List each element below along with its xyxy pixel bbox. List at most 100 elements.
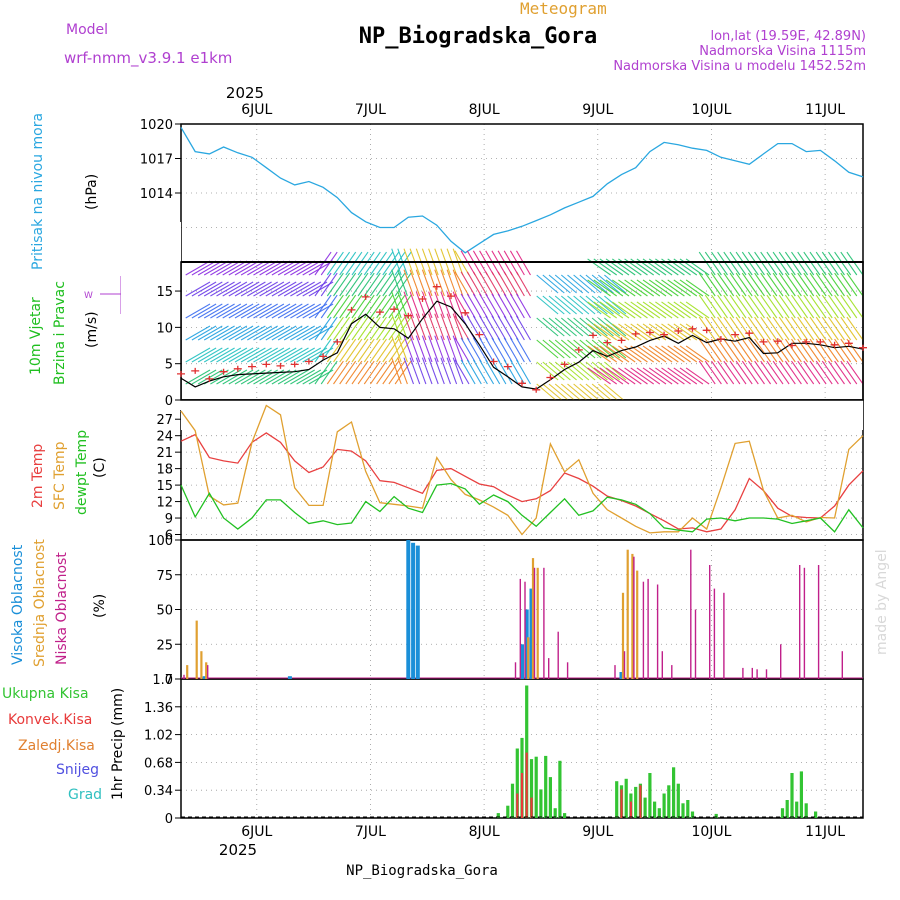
wind-arrow <box>821 251 839 276</box>
wind-arrow <box>479 359 495 385</box>
ytick-label: 0.34 <box>144 784 173 799</box>
wind-arrow <box>479 293 495 319</box>
wind-arrow <box>428 313 439 341</box>
wind-arrow <box>554 274 577 294</box>
wind-arrow <box>815 316 833 341</box>
wind-arrow <box>760 316 778 341</box>
precip-total-bar <box>563 813 567 818</box>
wind-arrow <box>382 251 400 276</box>
wind-arrow <box>290 260 315 276</box>
wind-obs-mark <box>276 362 285 369</box>
wind-arrow <box>479 315 495 341</box>
model-elevation-label: Nadmorska Visina u modelu 1452.52m <box>613 59 866 74</box>
wind-arrow <box>560 383 584 403</box>
wind-arrow <box>597 339 621 359</box>
wind-arrow <box>611 367 636 385</box>
cloud-high-bar <box>411 542 416 679</box>
wind-arrow <box>828 272 845 297</box>
wind-arrow <box>497 359 513 385</box>
wind-arrow <box>440 269 452 297</box>
wind-arrow <box>815 338 833 363</box>
wind-arrow <box>234 325 260 341</box>
wind-arrow <box>661 301 685 319</box>
wind-obs-mark <box>447 293 455 300</box>
wind-arrow <box>784 251 802 276</box>
wind-arrow <box>376 272 394 297</box>
cloud-mid-bar <box>536 567 539 679</box>
wind-obs-mark <box>745 330 754 337</box>
wind-arrow <box>472 337 488 363</box>
wind-arrow <box>828 338 845 363</box>
legend-hail: Grad <box>68 787 102 803</box>
legend-total-rain: Ukupna Kisa <box>2 686 89 702</box>
wind-arrow <box>491 315 507 341</box>
wind-arrow <box>648 367 673 385</box>
precip-total-bar <box>624 778 628 818</box>
wind-arrow <box>593 367 618 385</box>
cloud-mid-bar <box>186 665 189 679</box>
wind-arrow <box>747 338 765 363</box>
wind-arrow <box>197 260 223 276</box>
ytick-label: 50 <box>156 604 173 619</box>
wind-arrow <box>191 369 217 385</box>
cloud-mid-bar <box>636 570 639 679</box>
wind-obs-mark <box>788 342 796 349</box>
wind-arrow <box>296 369 322 385</box>
wind-arrow <box>711 338 728 363</box>
precip-total-bar <box>496 813 500 818</box>
wind-arrow <box>466 359 482 385</box>
wind-arrow <box>661 323 685 341</box>
wind-arrow <box>345 294 363 319</box>
pressure-unit-label: (hPa) <box>84 174 100 210</box>
wind-arrow <box>228 281 254 297</box>
precip-total-bar <box>506 805 510 818</box>
wind-arrow <box>240 281 266 297</box>
wind-arrow <box>497 293 513 319</box>
wind-arrow <box>611 301 636 319</box>
wind-arrow <box>655 367 679 385</box>
wind-arrow <box>803 316 821 341</box>
wind-arrow <box>265 260 291 276</box>
wind-arrow <box>314 338 332 363</box>
wind-arrow <box>723 272 741 297</box>
wind-arrow <box>679 323 704 341</box>
wind-arrow <box>604 295 627 315</box>
wind-arrow <box>434 335 445 363</box>
wind-arrow <box>630 367 655 385</box>
cloud-low-bar <box>713 588 716 679</box>
wind-arrow <box>434 313 445 341</box>
panel-precip: 0 0.34 0.68 1.02 1.36 1.7 <box>144 673 864 827</box>
wind-arrow <box>536 295 559 315</box>
mask-right <box>864 222 900 410</box>
wind-arrow <box>711 251 728 276</box>
wind-obs-mark <box>574 346 583 353</box>
wind-arrow <box>210 260 235 276</box>
wind-arrow <box>624 345 648 363</box>
wind-arrow <box>723 294 741 319</box>
wind-arrow <box>345 272 363 297</box>
wind-arrow <box>587 279 611 297</box>
wind-obs-mark <box>731 331 740 338</box>
wind-arrow <box>797 294 815 319</box>
wind-arrow <box>339 316 357 341</box>
wind-obs-mark <box>589 332 597 339</box>
wind-arrow <box>711 272 728 297</box>
wind-obs-mark <box>390 306 399 313</box>
wind-arrow <box>599 279 624 297</box>
wind-arrow <box>741 251 759 276</box>
ytick-label: 18 <box>156 463 173 478</box>
wind-arrow <box>271 281 297 297</box>
wind-arrow <box>599 301 624 319</box>
wind-obs-mark <box>674 328 683 334</box>
wind-obs-mark <box>617 337 626 344</box>
wind-arrow <box>604 317 627 337</box>
wind-arrow <box>840 360 858 385</box>
precip-total-bar <box>662 793 666 818</box>
day-label-bottom: 8JUL <box>469 824 500 840</box>
wind-arrow <box>191 281 217 297</box>
wind-arrow <box>466 293 482 319</box>
wind-arrow <box>203 347 229 363</box>
wind-arrow <box>320 360 338 385</box>
cloud-mid-bar <box>527 637 530 679</box>
wind-arrow <box>679 367 704 385</box>
